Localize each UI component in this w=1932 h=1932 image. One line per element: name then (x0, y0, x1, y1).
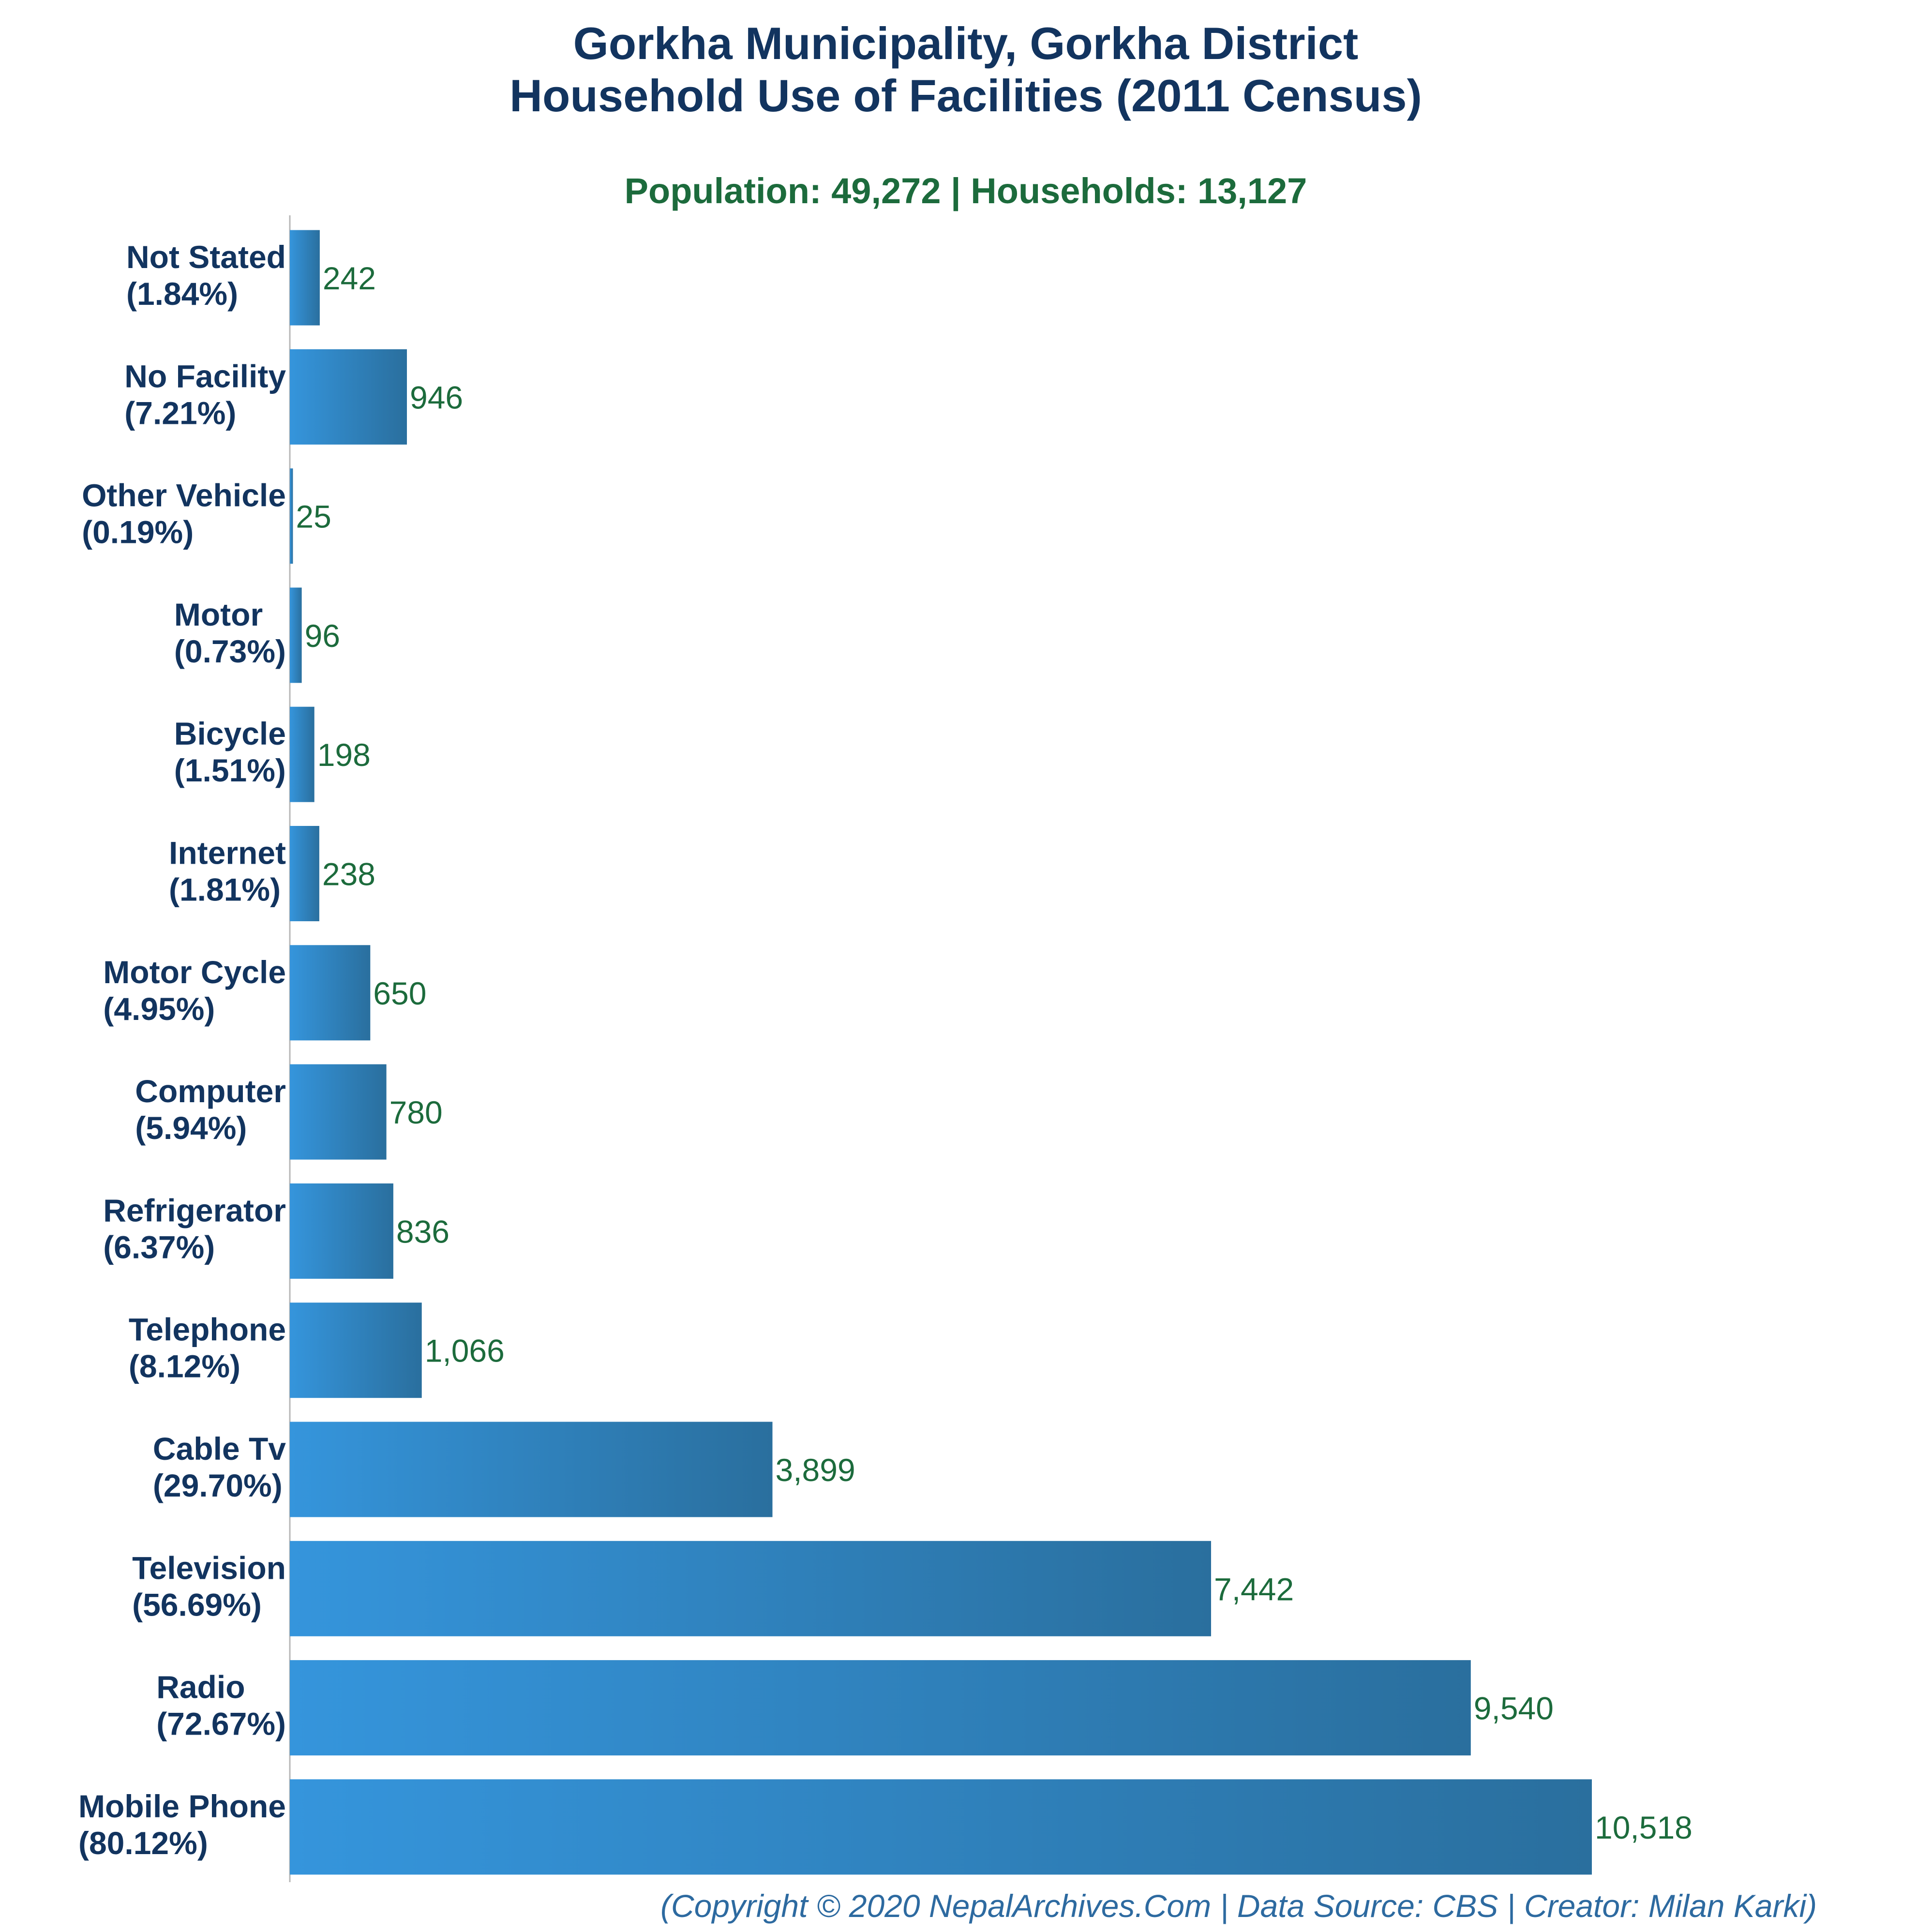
category-label: No Facility (7.21%) (124, 358, 286, 431)
category-name: Telephone (129, 1312, 286, 1348)
category-label: Internet (1.81%) (169, 835, 286, 908)
category-percent: (5.94%) (135, 1110, 247, 1146)
category-name: Motor (174, 597, 263, 632)
value-label: 198 (317, 737, 371, 773)
category-percent: (6.37%) (103, 1229, 215, 1265)
category-percent: (1.81%) (169, 872, 281, 908)
bar-motor-cycle (290, 945, 371, 1041)
value-label: 242 (323, 260, 376, 296)
category-name: Radio (156, 1669, 245, 1705)
bar-refrigerator (290, 1183, 393, 1279)
footer-credit: (Copyright © 2020 NepalArchives.Com | Da… (660, 1888, 1817, 1925)
category-percent: (0.19%) (82, 514, 194, 550)
category-label: Motor Cycle (4.95%) (103, 954, 286, 1027)
bar-bicycle (290, 706, 315, 802)
value-label: 9,540 (1474, 1691, 1554, 1726)
chart-title-line-1: Gorkha Municipality, Gorkha District (573, 18, 1359, 69)
category-percent: (1.84%) (126, 276, 238, 312)
category-label: Not Stated (1.84%) (126, 239, 286, 312)
category-label: Motor (0.73%) (174, 597, 286, 669)
bar-other-vehicle (290, 468, 293, 564)
value-label: 780 (389, 1094, 443, 1130)
value-label: 650 (373, 975, 426, 1011)
category-name: Mobile Phone (78, 1788, 286, 1824)
category-label: Television (56.69%) (132, 1550, 286, 1622)
category-name: Bicycle (174, 716, 286, 751)
category-name: No Facility (124, 358, 286, 394)
category-percent: (56.69%) (132, 1587, 262, 1622)
bar-radio (290, 1660, 1471, 1756)
category-percent: (80.12%) (78, 1825, 208, 1861)
category-percent: (4.95%) (103, 991, 215, 1027)
category-percent: (7.21%) (124, 395, 236, 431)
category-label: Radio (72.67%) (156, 1669, 286, 1742)
category-name: Computer (135, 1073, 286, 1109)
bar-television (290, 1541, 1211, 1636)
category-percent: (29.70%) (153, 1468, 283, 1503)
value-label: 238 (322, 856, 375, 892)
value-label: 3,899 (776, 1452, 855, 1488)
category-percent: (1.51%) (174, 752, 286, 788)
bar-internet (290, 826, 319, 921)
category-label: Bicycle (1.51%) (174, 716, 286, 788)
bar-no-facility (290, 349, 407, 445)
category-name: Not Stated (126, 239, 286, 275)
value-label: 946 (410, 379, 463, 415)
category-name: Other Vehicle (82, 478, 286, 513)
category-percent: (0.73%) (174, 633, 286, 669)
bar-telephone (290, 1303, 422, 1398)
bars-layer: 242 Not Stated (1.84%) 946 No Facility (7.21%… (78, 230, 1692, 1875)
category-percent: (8.12%) (129, 1348, 240, 1384)
category-label: Cable Tv (29.70%) (153, 1431, 286, 1503)
category-name: Internet (169, 835, 286, 871)
category-name: Cable Tv (153, 1431, 286, 1467)
category-name: Television (132, 1550, 286, 1586)
value-label: 1,066 (425, 1333, 505, 1369)
bar-computer (290, 1064, 387, 1160)
chart-subtitle: Population: 49,272 | Households: 13,127 (625, 171, 1307, 211)
category-name: Motor Cycle (103, 954, 286, 990)
chart-title-line-2: Household Use of Facilities (2011 Census… (509, 70, 1422, 121)
value-label: 96 (305, 618, 340, 654)
value-label: 25 (296, 499, 331, 535)
value-label: 10,518 (1595, 1810, 1692, 1845)
value-label: 836 (396, 1213, 449, 1249)
category-label: Mobile Phone (80.12%) (78, 1788, 286, 1861)
category-label: Computer (5.94%) (135, 1073, 286, 1146)
value-label: 7,442 (1214, 1571, 1294, 1607)
bar-mobile-phone (290, 1779, 1592, 1875)
bar-cable-tv (290, 1422, 773, 1517)
bar-not-stated (290, 230, 320, 326)
category-name: Refrigerator (103, 1192, 286, 1228)
category-percent: (72.67%) (156, 1706, 286, 1742)
bar-motor (290, 587, 302, 683)
category-label: Refrigerator (6.37%) (103, 1192, 286, 1265)
category-label: Telephone (8.12%) (129, 1312, 286, 1384)
category-label: Other Vehicle (0.19%) (82, 478, 286, 550)
